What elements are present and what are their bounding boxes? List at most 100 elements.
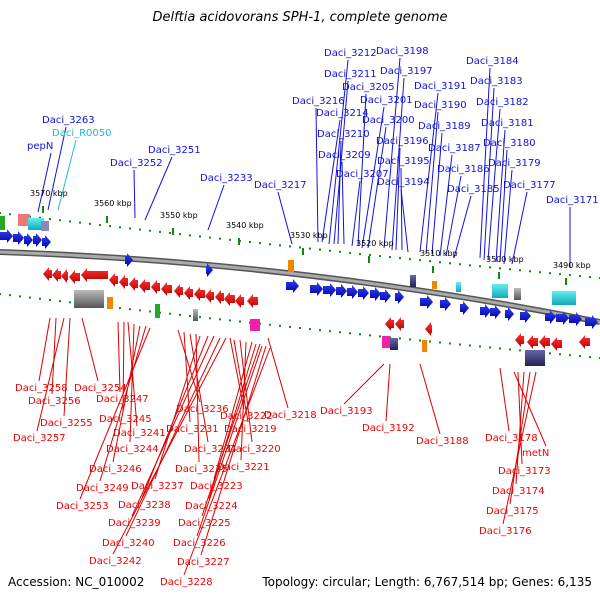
leader-line bbox=[499, 149, 508, 263]
guide-dot bbox=[219, 237, 221, 240]
gene-label: Daci_3207 bbox=[336, 169, 389, 180]
guide-dot bbox=[539, 271, 541, 274]
gene-label: Daci_3209 bbox=[318, 150, 371, 161]
guide-dot bbox=[389, 256, 391, 259]
leader-line bbox=[419, 92, 439, 253]
guide-dot bbox=[419, 339, 421, 342]
gene-label: Daci_3210 bbox=[317, 129, 370, 140]
scale-label: 3530 kbp bbox=[290, 231, 328, 240]
reverse-gene-arrow bbox=[69, 270, 80, 284]
gene-box bbox=[514, 288, 521, 300]
guide-dot bbox=[399, 337, 401, 340]
leader-line bbox=[503, 169, 513, 265]
label-layer: 3570 kbp 3560 kbp 3550 kbp 3540 kbp 3530 kbp… bbox=[13, 46, 599, 588]
gene-label: Daci_3192 bbox=[362, 423, 415, 434]
forward-gene-arrow bbox=[286, 279, 299, 293]
forward-gene-arrow bbox=[347, 285, 358, 299]
gene-label: Daci_3188 bbox=[416, 436, 469, 447]
guide-dot bbox=[169, 312, 171, 315]
guide-dot bbox=[489, 266, 491, 269]
leader-line bbox=[201, 343, 261, 517]
reverse-gene-arrow bbox=[247, 294, 258, 308]
guide-dot bbox=[579, 275, 581, 278]
forward-gene-arrow bbox=[125, 253, 133, 267]
leader-line bbox=[400, 188, 409, 253]
leader-line bbox=[51, 317, 57, 395]
gene-label: Daci_3212 bbox=[324, 48, 377, 59]
leader-line bbox=[321, 119, 341, 243]
leader-line bbox=[79, 327, 151, 500]
gene-label: Daci_3184 bbox=[466, 56, 519, 67]
backbone-line bbox=[0, 250, 600, 324]
guide-dot bbox=[399, 257, 401, 260]
guide-dot bbox=[269, 323, 271, 326]
leader-line bbox=[499, 367, 510, 432]
guide-dot bbox=[189, 234, 191, 237]
leader-line-layer bbox=[36, 57, 571, 576]
guide-dot bbox=[469, 264, 471, 267]
guide-dot bbox=[589, 276, 591, 279]
reverse-gene-arrow bbox=[139, 279, 150, 293]
guide-dot bbox=[109, 225, 111, 228]
gene-box bbox=[456, 282, 461, 292]
guide-dot bbox=[239, 320, 241, 323]
guide-dot bbox=[289, 325, 291, 328]
reverse-gene-arrow bbox=[52, 268, 61, 282]
leader-line bbox=[81, 317, 99, 382]
reverse-gene-arrow bbox=[109, 273, 118, 287]
scale-tick bbox=[368, 256, 370, 263]
guide-dot bbox=[89, 222, 91, 225]
gene-box bbox=[422, 340, 427, 352]
gene-box bbox=[390, 338, 398, 350]
forward-gene-arrow bbox=[585, 315, 598, 329]
scale-label: 3540 kbp bbox=[226, 221, 264, 230]
leader-line bbox=[509, 371, 531, 505]
scale-tick bbox=[432, 266, 434, 273]
leader-line bbox=[277, 191, 293, 245]
gene-box bbox=[0, 216, 5, 230]
gene-box bbox=[382, 336, 390, 348]
leader-line bbox=[183, 347, 271, 576]
guide-dot bbox=[439, 341, 441, 344]
guide-dot bbox=[579, 355, 581, 358]
gene-label: Daci_3228 bbox=[160, 577, 213, 588]
guide-dot bbox=[69, 220, 71, 223]
guide-dot bbox=[309, 328, 311, 331]
leader-line bbox=[129, 323, 135, 443]
guide-dot bbox=[499, 347, 501, 350]
gene-label: Daci_3196 bbox=[376, 136, 429, 147]
guide-dot bbox=[459, 263, 461, 266]
leader-line bbox=[517, 371, 523, 465]
gene-label: metN bbox=[522, 448, 549, 459]
reverse-gene-arrow bbox=[81, 268, 108, 282]
forward-gene-arrow bbox=[13, 231, 24, 245]
guide-dot bbox=[149, 310, 151, 313]
reverse-gene-arrow bbox=[515, 333, 524, 347]
guide-dot bbox=[29, 296, 31, 299]
leader-line bbox=[511, 191, 528, 265]
guide-dot bbox=[319, 248, 321, 251]
gene-label: Daci_3223 bbox=[190, 481, 243, 492]
gene-label: Daci_3180 bbox=[483, 138, 536, 149]
reverse-gene-arrow bbox=[174, 284, 183, 298]
reverse-gene-arrow bbox=[161, 282, 172, 296]
guide-dot bbox=[139, 228, 141, 231]
gene-label: Daci_3257 bbox=[13, 433, 66, 444]
guide-dot bbox=[469, 344, 471, 347]
gene-label: Daci_3258 bbox=[15, 383, 68, 394]
guide-dot bbox=[339, 250, 341, 253]
guide-dot bbox=[549, 272, 551, 275]
guide-dot bbox=[569, 274, 571, 277]
leader-line bbox=[333, 80, 349, 245]
guide-dot bbox=[509, 268, 511, 271]
reverse-gene-arrow bbox=[129, 277, 138, 291]
leader-line bbox=[37, 152, 52, 213]
gene-label: Daci_3242 bbox=[89, 556, 142, 567]
scale-tick bbox=[106, 216, 108, 223]
guide-dot bbox=[479, 265, 481, 268]
guide-dot bbox=[39, 297, 41, 300]
gene-box bbox=[552, 291, 576, 305]
reverse-gene-arrow bbox=[205, 289, 214, 303]
guide-dot bbox=[299, 246, 301, 249]
gene-box bbox=[18, 214, 30, 226]
